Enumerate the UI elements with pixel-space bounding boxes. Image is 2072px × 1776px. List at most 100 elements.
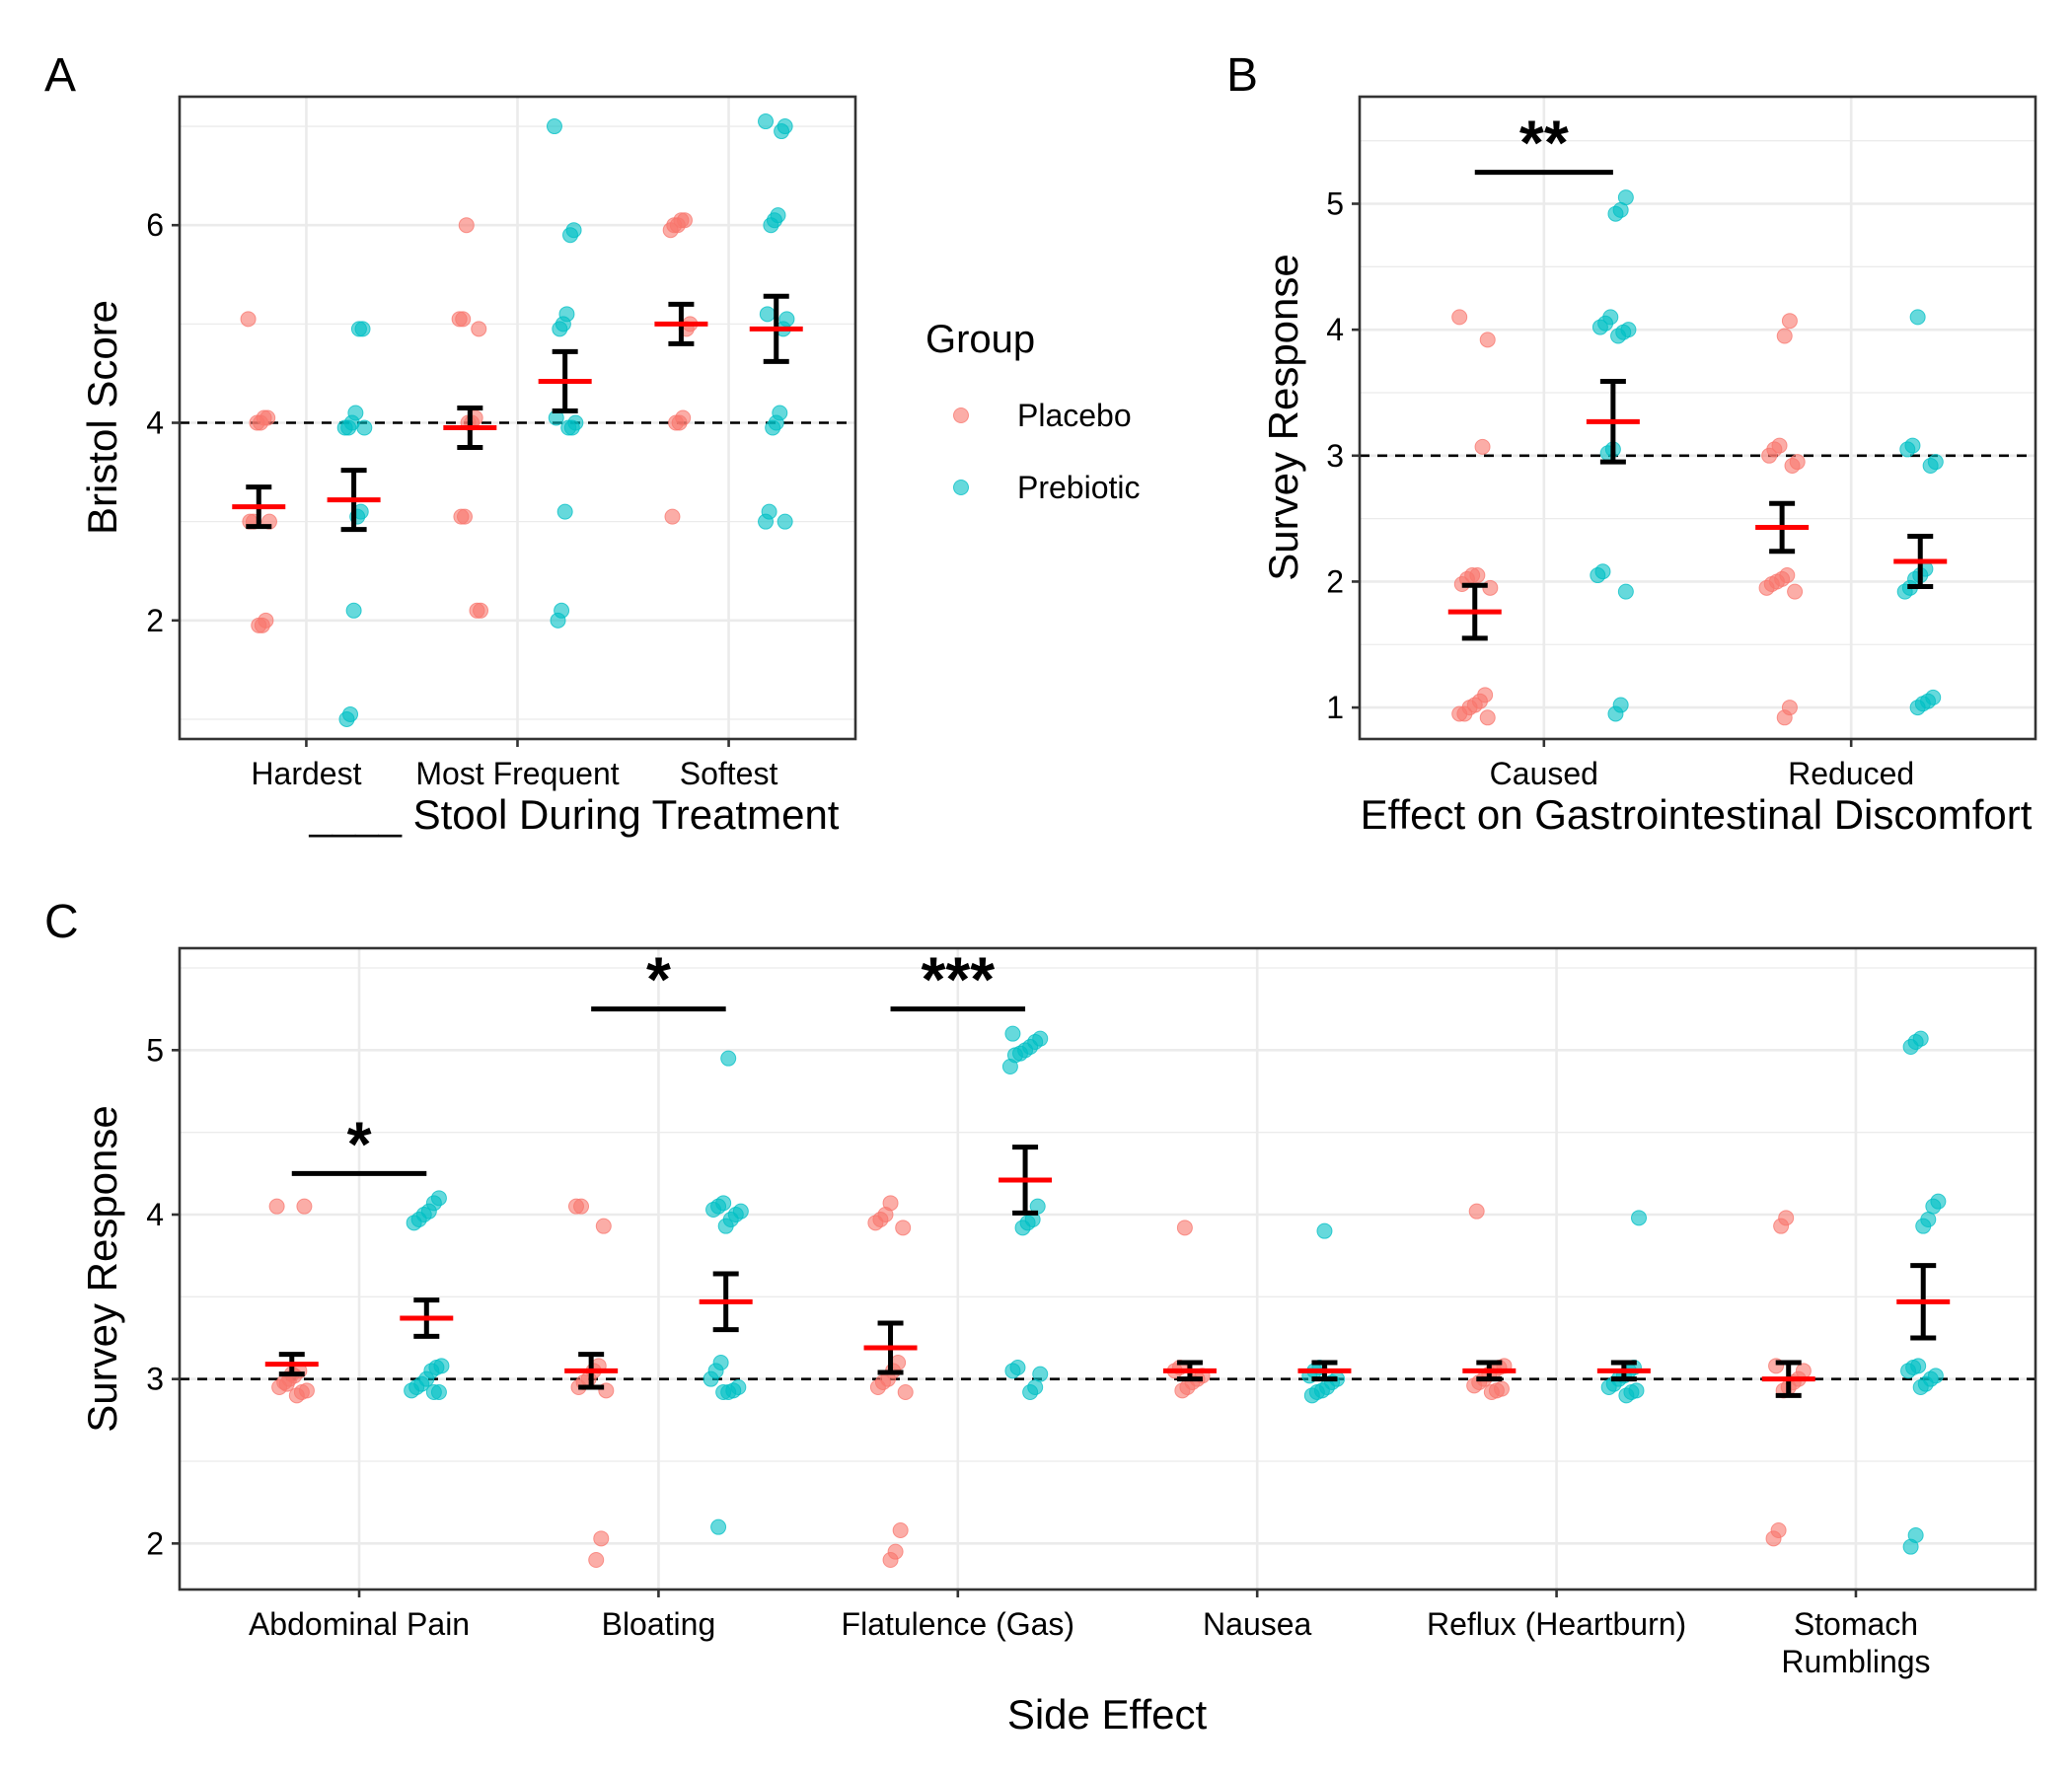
data-point bbox=[1474, 438, 1491, 455]
data-point bbox=[710, 1518, 727, 1535]
data-point bbox=[336, 419, 353, 436]
data-point bbox=[1004, 1363, 1021, 1379]
data-point bbox=[1776, 328, 1793, 344]
data-point bbox=[249, 414, 265, 431]
data-point bbox=[1479, 709, 1496, 726]
x-tick-label: Reflux (Heartburn) bbox=[1427, 1606, 1686, 1642]
data-point bbox=[453, 508, 470, 525]
data-point bbox=[892, 1522, 909, 1538]
y-tick-label: 6 bbox=[146, 207, 164, 243]
data-point bbox=[1451, 705, 1468, 722]
panel-border bbox=[1358, 95, 2037, 741]
data-point bbox=[1610, 328, 1627, 344]
y-tick-label: 2 bbox=[146, 1525, 164, 1561]
data-point bbox=[1915, 1218, 1932, 1234]
data-point bbox=[1773, 1218, 1790, 1234]
data-point bbox=[1922, 458, 1939, 475]
data-point bbox=[1631, 1210, 1648, 1226]
data-point bbox=[668, 414, 685, 431]
data-point bbox=[560, 419, 577, 436]
summary-placebo bbox=[1447, 500, 1810, 641]
data-point bbox=[471, 321, 487, 337]
data-point bbox=[867, 1215, 884, 1231]
data-point bbox=[1479, 332, 1496, 348]
data-point bbox=[240, 311, 257, 328]
data-point bbox=[1022, 1384, 1039, 1400]
series-prebiotic bbox=[404, 1025, 1947, 1555]
data-point bbox=[1174, 1382, 1191, 1399]
y-tick-label: 2 bbox=[146, 603, 164, 638]
data-point bbox=[1591, 319, 1608, 335]
data-point bbox=[763, 217, 779, 234]
panel-letter: C bbox=[44, 896, 79, 948]
legend: Group Placebo Prebiotic bbox=[925, 318, 1141, 505]
data-point bbox=[1776, 709, 1793, 726]
significance-label: *** bbox=[921, 944, 995, 1015]
data-point bbox=[288, 1387, 305, 1404]
data-point bbox=[546, 118, 562, 135]
data-point bbox=[1781, 313, 1798, 330]
data-point bbox=[1468, 1203, 1485, 1220]
summary-prebiotic bbox=[327, 293, 803, 533]
data-point bbox=[556, 503, 573, 520]
y-tick-label: 4 bbox=[146, 1197, 164, 1232]
x-tick-label: Hardest bbox=[251, 756, 361, 791]
data-point bbox=[345, 602, 362, 619]
gridlines bbox=[1360, 97, 2035, 739]
data-point bbox=[1902, 1538, 1919, 1555]
data-point bbox=[1014, 1220, 1031, 1236]
gridlines bbox=[180, 948, 2035, 1590]
data-point bbox=[1483, 1384, 1500, 1400]
data-point bbox=[1618, 1387, 1635, 1404]
x-tick-label: Bloating bbox=[602, 1606, 716, 1642]
x-tick-label: Caused bbox=[1490, 756, 1598, 791]
data-point bbox=[251, 617, 267, 633]
x-tick-label: Abdominal Pain bbox=[249, 1606, 470, 1642]
data-point bbox=[662, 222, 679, 239]
data-point bbox=[268, 1198, 285, 1215]
data-point bbox=[1909, 700, 1926, 716]
data-point bbox=[1316, 1222, 1333, 1239]
x-tick-label: Reduced bbox=[1788, 756, 1914, 791]
data-point bbox=[338, 710, 355, 727]
data-point bbox=[1032, 1366, 1049, 1382]
data-point bbox=[1902, 1039, 1919, 1055]
summary-placebo bbox=[264, 1320, 1815, 1398]
legend-label: Prebiotic bbox=[1017, 470, 1141, 505]
data-point bbox=[469, 602, 485, 619]
data-point bbox=[1451, 309, 1468, 326]
significance-label: * bbox=[347, 1108, 372, 1179]
data-point bbox=[1761, 447, 1778, 464]
legend-key bbox=[953, 480, 969, 495]
data-point bbox=[1912, 1379, 1929, 1395]
data-point bbox=[588, 1552, 605, 1568]
data-point bbox=[765, 419, 781, 436]
y-tick-label: 2 bbox=[1326, 563, 1344, 599]
legend-title: Group bbox=[925, 318, 1035, 361]
x-axis-title: Effect on Gastrointestinal Discomfort bbox=[1361, 791, 2033, 838]
data-point bbox=[406, 1215, 422, 1231]
series-placebo bbox=[1451, 309, 1806, 726]
data-point bbox=[1004, 1025, 1021, 1042]
legend-label: Placebo bbox=[1017, 398, 1132, 433]
data-point bbox=[278, 1375, 295, 1392]
x-axis-title: Side Effect bbox=[1007, 1691, 1208, 1738]
data-point bbox=[356, 419, 373, 436]
data-point bbox=[567, 1198, 584, 1215]
data-point bbox=[1590, 567, 1606, 584]
data-point bbox=[562, 227, 579, 244]
y-tick-label: 5 bbox=[1326, 186, 1344, 222]
panel-letter: B bbox=[1226, 49, 1258, 102]
data-point bbox=[758, 113, 775, 130]
x-tick-label: Most Frequent bbox=[415, 756, 619, 791]
summary-prebiotic bbox=[400, 1145, 1951, 1382]
data-point bbox=[593, 1530, 610, 1547]
significance-label: ** bbox=[1519, 108, 1569, 179]
y-tick-label: 5 bbox=[146, 1032, 164, 1068]
y-axis-title: Bristol Score bbox=[79, 300, 125, 535]
data-point bbox=[1607, 705, 1624, 722]
data-point bbox=[717, 1218, 734, 1234]
y-tick-label: 4 bbox=[146, 406, 164, 441]
data-point bbox=[1001, 1059, 1018, 1074]
